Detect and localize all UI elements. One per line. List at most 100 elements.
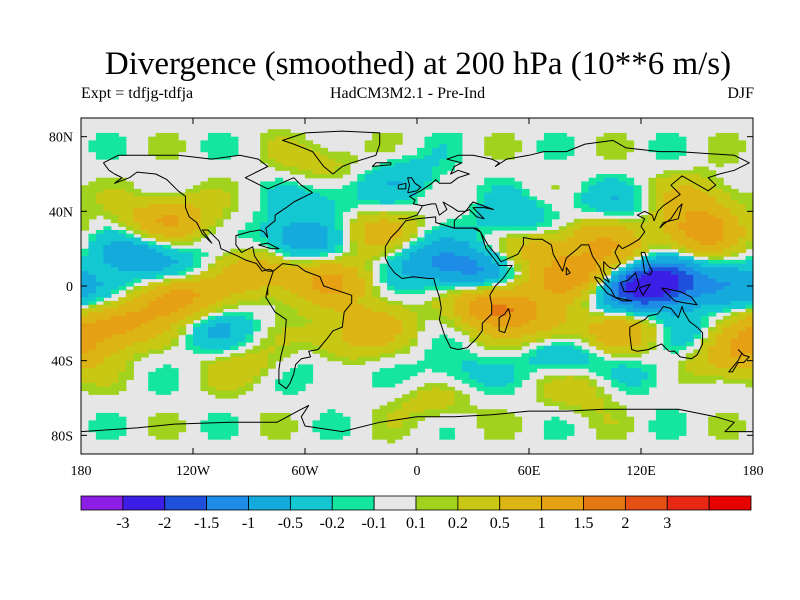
field-cell — [521, 278, 530, 283]
field-cell — [282, 263, 291, 268]
field-cell — [402, 226, 411, 231]
field-cell — [148, 315, 157, 321]
field-cell — [641, 319, 650, 324]
field-cell — [700, 312, 709, 317]
field-cell — [163, 263, 172, 268]
field-cell — [633, 353, 642, 358]
field-cell — [118, 147, 127, 153]
field-cell — [118, 215, 127, 220]
field-cell — [267, 241, 276, 246]
field-cell — [730, 327, 739, 332]
field-cell — [118, 241, 127, 246]
field-cell — [730, 192, 739, 197]
field-cell — [140, 248, 149, 253]
field-cell — [155, 282, 164, 287]
field-cell — [655, 181, 664, 186]
field-cell — [454, 233, 463, 239]
field-cell — [446, 132, 455, 138]
field-cell — [499, 278, 508, 283]
field-cell — [334, 170, 343, 175]
field-cell — [230, 334, 239, 339]
field-cell — [417, 327, 426, 332]
field-cell — [297, 312, 306, 317]
field-cell — [596, 390, 605, 395]
field-cell — [723, 144, 732, 149]
field-cell — [633, 259, 642, 265]
field-cell — [118, 304, 127, 309]
field-cell — [125, 368, 134, 373]
field-cell — [596, 151, 605, 156]
field-cell — [566, 327, 575, 332]
field-cell — [678, 147, 687, 153]
field-cell — [245, 267, 254, 272]
field-cell — [148, 386, 157, 392]
field-cell — [446, 263, 455, 268]
field-cell — [655, 203, 664, 209]
field-cell — [431, 256, 440, 261]
field-cell — [417, 174, 426, 179]
field-cell — [581, 353, 590, 358]
field-cell — [484, 185, 493, 190]
field-cell — [185, 211, 194, 216]
field-cell — [125, 349, 134, 354]
field-cell — [521, 282, 530, 287]
field-cell — [693, 323, 702, 328]
field-cell — [529, 248, 538, 253]
field-cell — [215, 274, 224, 280]
field-cell — [573, 244, 582, 250]
field-cell — [207, 323, 216, 328]
field-cell — [745, 226, 753, 231]
field-cell — [319, 252, 328, 257]
field-cell — [409, 394, 418, 399]
field-cell — [446, 368, 455, 373]
field-cell — [484, 409, 493, 414]
field-cell — [476, 409, 485, 414]
field-cell — [327, 319, 336, 324]
field-cell — [155, 218, 164, 224]
field-cell — [237, 390, 246, 395]
field-cell — [200, 230, 209, 235]
field-cell — [282, 166, 291, 171]
field-cell — [521, 364, 530, 369]
field-cell — [312, 196, 321, 201]
field-cell — [626, 315, 635, 321]
field-cell — [431, 278, 440, 283]
field-cell — [290, 162, 299, 168]
field-cell — [95, 252, 104, 257]
field-cell — [670, 338, 679, 343]
field-cell — [558, 237, 567, 242]
field-cell — [551, 215, 560, 220]
field-cell — [312, 267, 321, 272]
field-cell — [641, 327, 650, 332]
field-cell — [611, 259, 620, 265]
field-cell — [641, 349, 650, 354]
field-cell — [439, 342, 448, 347]
field-cell — [207, 136, 216, 141]
field-cell — [499, 323, 508, 328]
field-cell — [573, 282, 582, 287]
field-cell — [603, 342, 612, 347]
field-cell — [222, 211, 231, 216]
field-cell — [499, 196, 508, 201]
field-cell — [319, 300, 328, 306]
field-cell — [446, 360, 455, 365]
field-cell — [685, 274, 694, 280]
field-cell — [222, 390, 231, 395]
field-cell — [738, 215, 747, 220]
field-cell — [230, 379, 239, 384]
field-cell — [730, 424, 739, 429]
field-cell — [738, 353, 747, 358]
field-cell — [342, 327, 351, 332]
field-cell — [148, 259, 157, 265]
field-cell — [626, 345, 635, 351]
field-cell — [81, 293, 90, 298]
field-cell — [409, 390, 418, 395]
field-cell — [678, 300, 687, 306]
field-cell — [708, 349, 717, 354]
field-cell — [275, 383, 284, 388]
field-cell — [140, 274, 149, 280]
field-cell — [267, 289, 276, 295]
field-cell — [551, 364, 560, 369]
field-cell — [641, 312, 650, 317]
field-cell — [245, 364, 254, 369]
